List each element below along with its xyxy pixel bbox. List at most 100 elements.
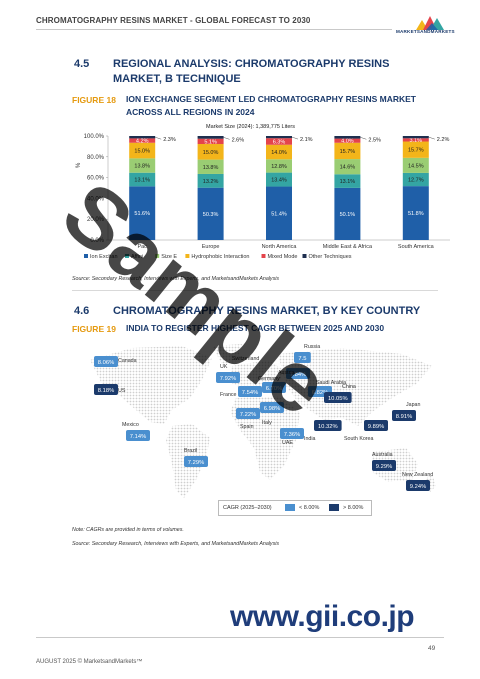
data-label: 13.8%	[203, 165, 219, 171]
report-title: CHROMATOGRAPHY RESINS MARKET - GLOBAL FO…	[36, 16, 311, 25]
legend-label: Other Techniques	[309, 254, 352, 260]
bar-segment	[129, 158, 156, 173]
data-label: 13.1%	[340, 179, 356, 185]
legend-swatch	[261, 254, 266, 258]
header-divider	[36, 29, 392, 30]
legend-label: Affini	[131, 254, 143, 260]
bar-segment	[334, 136, 361, 139]
data-label: 51.4%	[271, 211, 287, 217]
legend-swatch	[84, 254, 88, 258]
data-label: 2.1%	[300, 137, 313, 143]
data-label: 6.3%	[273, 139, 286, 145]
bar-segment	[334, 159, 361, 175]
legend-label: Size E	[161, 254, 177, 260]
country-name: Saudi Arabia	[316, 380, 346, 386]
country-name: Germany	[258, 376, 280, 382]
data-label: 4.2%	[136, 139, 149, 145]
cagr-value: 7.36%	[284, 432, 300, 438]
data-label: 14.5%	[408, 163, 424, 169]
cagr-badge	[262, 382, 286, 393]
figure-title: ION EXCHANGE SEGMENT LED CHROMATOGRAPHY …	[126, 93, 416, 119]
cagr-value: 10.32%	[318, 424, 338, 430]
bar-segment	[334, 174, 361, 188]
country-name: Switzerland	[232, 356, 259, 362]
y-tick-label: 100.0%	[84, 134, 105, 140]
data-label: 15.0%	[134, 149, 150, 155]
footer-divider	[36, 637, 444, 638]
bar-segment	[266, 186, 292, 240]
bar-segment	[197, 144, 224, 160]
country-name: Austria	[278, 370, 295, 376]
country-name: France	[220, 392, 237, 398]
data-label: 13.2%	[203, 179, 219, 185]
country-name: Mexico	[122, 422, 139, 428]
market-size-label: Market Size (2024): 1,389,775 Liters	[206, 124, 295, 130]
y-tick-label: 80.0%	[87, 155, 105, 161]
bar-segment	[197, 136, 224, 139]
cagr-value: 7.29%	[188, 460, 204, 466]
country-name: China	[342, 384, 356, 390]
country-name: US	[118, 388, 126, 394]
cagr-badge	[94, 384, 118, 395]
cagr-badge	[294, 352, 311, 363]
cagr-value: 6.70%	[266, 386, 282, 392]
cagr-badge	[126, 430, 150, 441]
bar-segment	[129, 136, 156, 139]
data-label: 14.0%	[271, 150, 287, 156]
logo-text: MARKETSANDMARKETS	[396, 29, 455, 34]
bar-segment	[402, 172, 429, 187]
bar-segment	[334, 142, 361, 160]
y-tick-label: 0.0%	[90, 238, 104, 244]
bar-segment	[334, 187, 361, 240]
bar-segment	[129, 172, 156, 187]
cagr-badge	[314, 420, 342, 431]
page-number: 49	[428, 645, 436, 652]
figure-title: INDIA TO REGISTER HIGHEST CAGR BETWEEN 2…	[126, 323, 385, 333]
bar-segment	[197, 159, 224, 174]
country-name: Italy	[262, 420, 272, 426]
data-label-leader	[428, 136, 435, 140]
bar-segment	[266, 144, 292, 160]
bar-segment	[129, 186, 156, 240]
x-tick-label: South America	[398, 244, 435, 250]
cagr-value: 7.22%	[240, 412, 256, 418]
cagr-badge	[324, 392, 352, 403]
data-label: 2.2%	[437, 137, 450, 143]
legend-label: Hydrophobic Interaction	[191, 254, 249, 260]
data-label-leader	[291, 136, 299, 140]
x-tick-label: Europe	[202, 244, 220, 250]
section-title: REGIONAL ANALYSIS: CHROMATOGRAPHY RESINS…	[113, 57, 389, 87]
cagr-badge	[94, 356, 118, 367]
data-label-leader	[155, 136, 162, 140]
bar-segment	[266, 136, 292, 139]
country-name: India	[304, 436, 316, 442]
data-label: 15.0%	[203, 150, 219, 156]
section-divider	[72, 290, 438, 291]
data-label: 12.8%	[271, 164, 287, 170]
data-label: 2.3%	[163, 137, 176, 143]
figure-note: Note: CAGRs are provided in terms of vol…	[72, 527, 184, 533]
map-legend: CAGR (2025–2030) < 8.00% > 8.00%	[218, 500, 372, 516]
cagr-badge	[286, 368, 310, 379]
figure-source: Source: Secondary Research, Interviews w…	[72, 541, 280, 547]
country-name: Russia	[304, 344, 320, 350]
cagr-value: 8.06%	[98, 360, 114, 366]
cagr-badge	[238, 386, 262, 397]
asia-shape	[278, 348, 432, 426]
legend-label: Ion Exchan	[90, 254, 118, 260]
y-tick-label: 20.0%	[87, 217, 105, 223]
country-name: New Zealand	[402, 472, 433, 478]
data-label: 4.0%	[341, 139, 354, 145]
cagr-badge	[392, 410, 416, 421]
cagr-value: 7.54%	[242, 390, 258, 396]
x-tick-label: Middle East & Africa	[323, 244, 373, 250]
section-number: 4.5	[74, 58, 90, 70]
cagr-value: 8.91%	[396, 414, 412, 420]
bar-segment	[402, 138, 429, 142]
bar-segment	[129, 138, 156, 143]
figure-title-line1: ION EXCHANGE SEGMENT LED CHROMATOGRAPHY …	[126, 94, 416, 104]
y-axis-label: %	[76, 162, 82, 168]
bar-segment	[266, 159, 292, 173]
bar-segment	[266, 138, 292, 145]
country-name: UK	[220, 364, 228, 370]
